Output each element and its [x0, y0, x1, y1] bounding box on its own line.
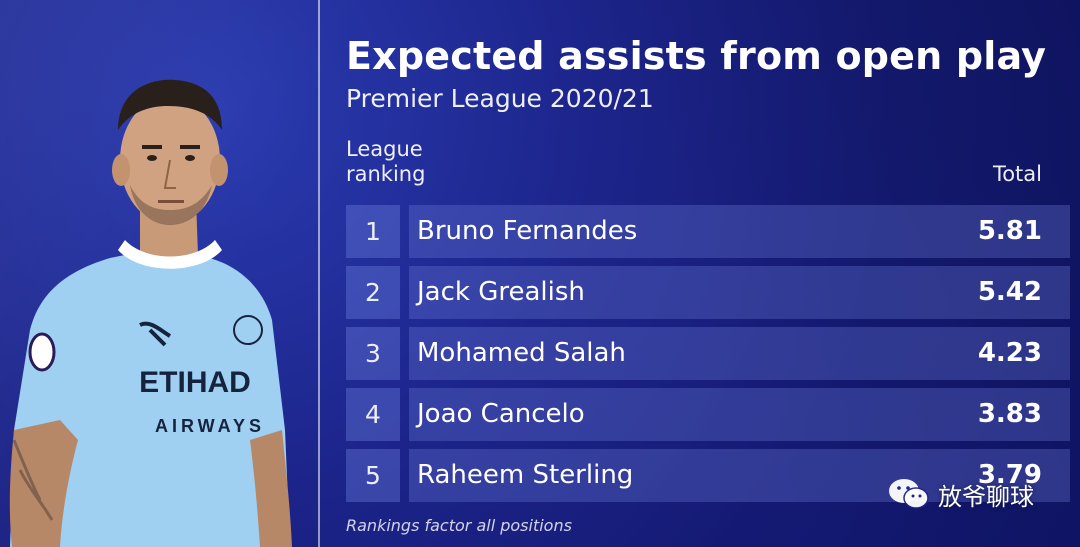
- player-bar: Mohamed Salah 4.23: [409, 327, 1070, 380]
- player-bar: Jack Grealish 5.42: [409, 266, 1070, 319]
- player-photo: ETIHAD AIRWAYS: [0, 0, 318, 547]
- rank-cell: 4: [346, 388, 400, 441]
- shirt-sponsor-line2: AIRWAYS: [155, 416, 265, 436]
- table-row: 5 Raheem Sterling 3.79: [346, 449, 1070, 502]
- player-bar: Raheem Sterling 3.79: [409, 449, 1070, 502]
- player-name: Raheem Sterling: [417, 460, 634, 490]
- column-header-ranking-line2: ranking: [346, 162, 426, 186]
- total-value: 5.81: [977, 216, 1042, 246]
- total-value: 3.79: [977, 460, 1042, 490]
- player-bar: Bruno Fernandes 5.81: [409, 205, 1070, 258]
- rank-cell: 1: [346, 205, 400, 258]
- league-badge-icon: [28, 332, 56, 372]
- watermark: 放爷聊球: [888, 476, 1034, 512]
- player-name: Jack Grealish: [417, 277, 585, 307]
- table-row: 2 Jack Grealish 5.42: [346, 266, 1070, 319]
- player-name: Joao Cancelo: [417, 399, 585, 429]
- total-value: 5.42: [977, 277, 1042, 307]
- footnote: Rankings factor all positions: [346, 516, 572, 535]
- player-name: Bruno Fernandes: [417, 216, 638, 246]
- rank-cell: 5: [346, 449, 400, 502]
- player-name: Mohamed Salah: [417, 338, 626, 368]
- watermark-text: 放爷聊球: [938, 482, 1034, 511]
- player-bar: Joao Cancelo 3.83: [409, 388, 1070, 441]
- rank-cell: 3: [346, 327, 400, 380]
- table-row: 1 Bruno Fernandes 5.81: [346, 205, 1070, 258]
- column-header-ranking-line1: League: [346, 137, 423, 161]
- graphic-subtitle: Premier League 2020/21: [346, 84, 654, 113]
- rank-cell: 2: [346, 266, 400, 319]
- wechat-icon: [889, 479, 929, 509]
- table-row: 4 Joao Cancelo 3.83: [346, 388, 1070, 441]
- table-row: 3 Mohamed Salah 4.23: [346, 327, 1070, 380]
- shirt-sponsor-line1: ETIHAD: [139, 366, 251, 399]
- column-header-ranking: League ranking: [346, 137, 476, 187]
- ranking-table: 1 Bruno Fernandes 5.81 2 Jack Grealish 5…: [346, 205, 1070, 510]
- club-crest-icon: [233, 315, 263, 345]
- total-value: 4.23: [977, 338, 1042, 368]
- player-illustration: ETIHAD AIRWAYS: [9, 79, 292, 547]
- graphic-title: Expected assists from open play: [346, 34, 1047, 78]
- column-header-total: Total: [992, 162, 1042, 186]
- vertical-divider: [318, 0, 320, 547]
- total-value: 3.83: [977, 399, 1042, 429]
- kit-brand-icon: [139, 321, 172, 347]
